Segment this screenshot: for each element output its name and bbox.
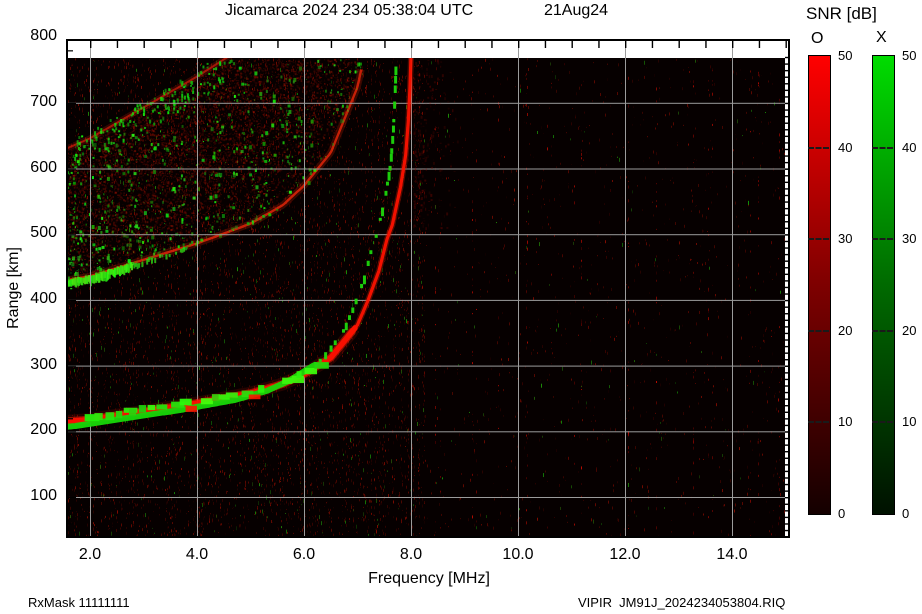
o-colorbar-tick-line bbox=[808, 421, 829, 424]
o-mode-label: O bbox=[811, 30, 824, 47]
x-axis-label: Frequency [MHz] bbox=[368, 570, 490, 587]
plot-date: 21Aug24 bbox=[544, 2, 609, 19]
rxmask-label: RxMask 11111111 bbox=[28, 595, 130, 610]
o-colorbar-tick-label: 40 bbox=[838, 139, 853, 155]
y-tick-label: 400 bbox=[30, 289, 57, 307]
x-tick-label: 14.0 bbox=[716, 546, 748, 563]
y-tick-label: 700 bbox=[30, 92, 57, 110]
x-mode-colorbar bbox=[872, 55, 895, 515]
x-colorbar-tick-label: 20 bbox=[902, 322, 917, 338]
o-colorbar-tick-label: 30 bbox=[838, 231, 853, 247]
o-colorbar-tick-label: 0 bbox=[838, 506, 846, 521]
x-colorbar-tick-line bbox=[872, 329, 893, 332]
y-tick-label: 500 bbox=[30, 224, 57, 242]
y-tick-label: 300 bbox=[30, 355, 57, 373]
x-tick-label: 2.0 bbox=[78, 546, 102, 563]
o-colorbar-tick-label: 10 bbox=[838, 414, 853, 430]
y-axis-label: Range [km] bbox=[5, 247, 22, 329]
x-colorbar-tick-line bbox=[872, 421, 893, 424]
snr-legend-title: SNR [dB] bbox=[806, 4, 877, 23]
x-tick-label: 6.0 bbox=[292, 546, 316, 563]
y-tick-label: 100 bbox=[30, 487, 57, 504]
x-tick-label: 4.0 bbox=[185, 546, 209, 563]
x-colorbar-tick-label: 30 bbox=[902, 231, 917, 247]
y-tick-label: 600 bbox=[30, 158, 57, 176]
o-colorbar-tick-label: 50 bbox=[838, 48, 853, 63]
x-mode-label: X bbox=[876, 29, 887, 46]
x-colorbar-tick-line bbox=[872, 146, 893, 149]
x-tick-label: 8.0 bbox=[399, 546, 423, 563]
ionogram-canvas bbox=[66, 39, 790, 538]
y-tick-label: 800 bbox=[30, 27, 57, 45]
x-tick-label: 10.0 bbox=[502, 546, 534, 563]
y-tick-label: 200 bbox=[30, 421, 57, 439]
x-colorbar-tick-label: 50 bbox=[902, 48, 917, 63]
x-colorbar-tick-label: 40 bbox=[902, 139, 917, 155]
o-colorbar-tick-line bbox=[808, 146, 829, 149]
o-colorbar-tick-label: 20 bbox=[838, 322, 853, 338]
x-tick-label: 12.0 bbox=[609, 546, 641, 563]
o-colorbar-tick-line bbox=[808, 238, 829, 241]
o-mode-colorbar bbox=[808, 55, 831, 515]
file-label: VIPIR JM91J_2024234053804.RIQ bbox=[578, 595, 786, 610]
x-colorbar-tick-label: 10 bbox=[902, 414, 917, 430]
o-colorbar-tick-line bbox=[808, 329, 829, 332]
plot-title: Jicamarca 2024 234 05:38:04 UTC bbox=[225, 2, 474, 19]
x-colorbar-tick-label: 0 bbox=[902, 506, 910, 521]
x-colorbar-tick-line bbox=[872, 238, 893, 241]
